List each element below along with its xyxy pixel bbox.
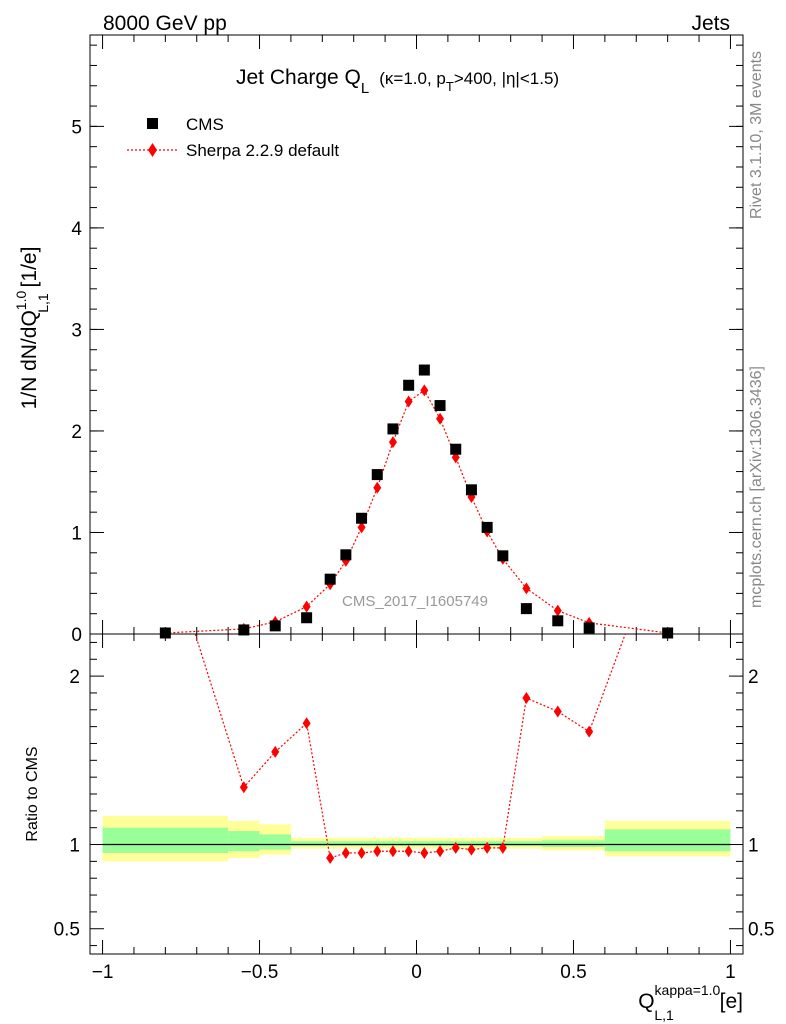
cms-point bbox=[450, 443, 462, 455]
ratio-point bbox=[302, 717, 311, 730]
cms-point bbox=[465, 484, 477, 496]
cms-point bbox=[481, 521, 493, 533]
ratio-band-green bbox=[259, 834, 291, 850]
ratio-band-green bbox=[228, 831, 260, 852]
cms-point bbox=[434, 400, 446, 412]
cms-point bbox=[552, 615, 564, 627]
ratio-y-tick-label-right: 0.5 bbox=[748, 920, 774, 941]
sherpa-point bbox=[388, 436, 397, 449]
header-process: Jets bbox=[691, 12, 730, 35]
legend: CMS Sherpa 2.2.9 default bbox=[127, 115, 339, 160]
ratio-y-tick-label: 0.5 bbox=[54, 920, 80, 941]
rivet-label: Rivet 3.1.10, 3M events bbox=[748, 51, 765, 219]
cms-point bbox=[159, 627, 171, 639]
ratio-y-tick-label-right: 1 bbox=[748, 836, 759, 857]
ratio-point bbox=[388, 845, 397, 858]
mcplots-label: mcplots.cern.ch [arXiv:1306.3436] bbox=[748, 366, 765, 608]
ratio-point bbox=[341, 846, 350, 859]
x-tick-label: 0.5 bbox=[560, 962, 586, 983]
sherpa-point bbox=[302, 600, 311, 613]
ratio-point bbox=[239, 781, 248, 794]
cms-series bbox=[159, 364, 674, 639]
ratio-point bbox=[404, 845, 413, 858]
x-tick-label: −1 bbox=[92, 962, 114, 983]
y-tick-label: 3 bbox=[71, 320, 82, 341]
legend-marker-cms bbox=[147, 118, 158, 129]
ratio-band-green bbox=[542, 840, 605, 848]
y-tick-label: 0 bbox=[71, 625, 82, 646]
ratio-plot-frame bbox=[89, 633, 744, 955]
ratio-point bbox=[585, 725, 594, 738]
ratio-point bbox=[326, 852, 335, 864]
header-energy: 8000 GeV pp bbox=[103, 12, 227, 35]
ratio-bands bbox=[102, 815, 731, 862]
y-tick-label: 5 bbox=[71, 117, 82, 138]
ratio-point bbox=[522, 692, 531, 704]
ratio-series bbox=[194, 633, 626, 864]
x-axis-label: Qkappa=1.0 L,1 [e] bbox=[638, 982, 743, 1023]
cms-point bbox=[324, 573, 336, 585]
sherpa-point bbox=[404, 395, 413, 408]
ratio-y-tick-label: 1 bbox=[69, 836, 80, 857]
cms-point bbox=[418, 364, 430, 376]
cms-point bbox=[356, 512, 368, 524]
ratio-point bbox=[436, 845, 445, 858]
ratio-axis-ticks: 0.5 0.5 1 1 2 2 −1 −0.5 0 0.5 1 bbox=[54, 634, 774, 983]
legend-label-cms: CMS bbox=[186, 115, 224, 134]
y-tick-label: 2 bbox=[71, 422, 82, 443]
cms-point bbox=[269, 620, 281, 632]
ratio-y-axis-label: Ratio to CMS bbox=[24, 746, 41, 841]
cms-point bbox=[238, 624, 250, 636]
ratio-band-green bbox=[290, 841, 543, 847]
cms-point bbox=[301, 612, 313, 624]
ratio-band-green bbox=[604, 829, 731, 852]
y-tick-label: 4 bbox=[71, 219, 82, 240]
ratio-band-green bbox=[102, 827, 229, 853]
chart-title: Jet Charge QL(κ=1.0, pT>400, |η|<1.5) bbox=[236, 66, 559, 97]
sherpa-point bbox=[522, 582, 531, 595]
ratio-point bbox=[451, 841, 460, 854]
ratio-point bbox=[271, 745, 280, 758]
cms-point bbox=[520, 603, 532, 615]
y-tick-label: 1 bbox=[71, 523, 82, 544]
ratio-point bbox=[483, 841, 492, 854]
sherpa-point bbox=[420, 384, 429, 397]
cms-point bbox=[387, 423, 399, 435]
sherpa-point bbox=[357, 521, 366, 534]
x-tick-label: −0.5 bbox=[241, 962, 279, 983]
sherpa-point bbox=[373, 481, 382, 494]
ratio-point bbox=[553, 705, 562, 718]
cms-point bbox=[340, 549, 352, 561]
ratio-point bbox=[467, 843, 476, 856]
cms-point bbox=[583, 622, 595, 634]
ratio-line bbox=[194, 633, 626, 859]
legend-marker-sherpa bbox=[148, 143, 157, 157]
legend-label-sherpa: Sherpa 2.2.9 default bbox=[186, 141, 339, 160]
y-axis-label: 1/N dN/dQ1.0 L,1 [1/e] bbox=[13, 247, 51, 410]
ratio-point bbox=[357, 846, 366, 859]
cms-point bbox=[662, 627, 674, 639]
ratio-y-tick-label: 2 bbox=[69, 667, 80, 688]
main-axis-ticks: 0 1 2 3 4 5 bbox=[71, 35, 743, 646]
sherpa-point bbox=[436, 412, 445, 425]
cms-point bbox=[371, 469, 383, 481]
ratio-point bbox=[420, 846, 429, 859]
cms-point bbox=[403, 379, 415, 391]
ratio-point bbox=[498, 841, 507, 854]
cms-point bbox=[497, 550, 509, 562]
x-tick-label: 0 bbox=[411, 962, 422, 983]
sherpa-point bbox=[553, 604, 562, 617]
x-tick-label: 1 bbox=[725, 962, 736, 983]
ratio-y-tick-label-right: 2 bbox=[748, 667, 759, 688]
analysis-watermark: CMS_2017_I1605749 bbox=[342, 593, 488, 610]
ratio-point bbox=[373, 845, 382, 858]
